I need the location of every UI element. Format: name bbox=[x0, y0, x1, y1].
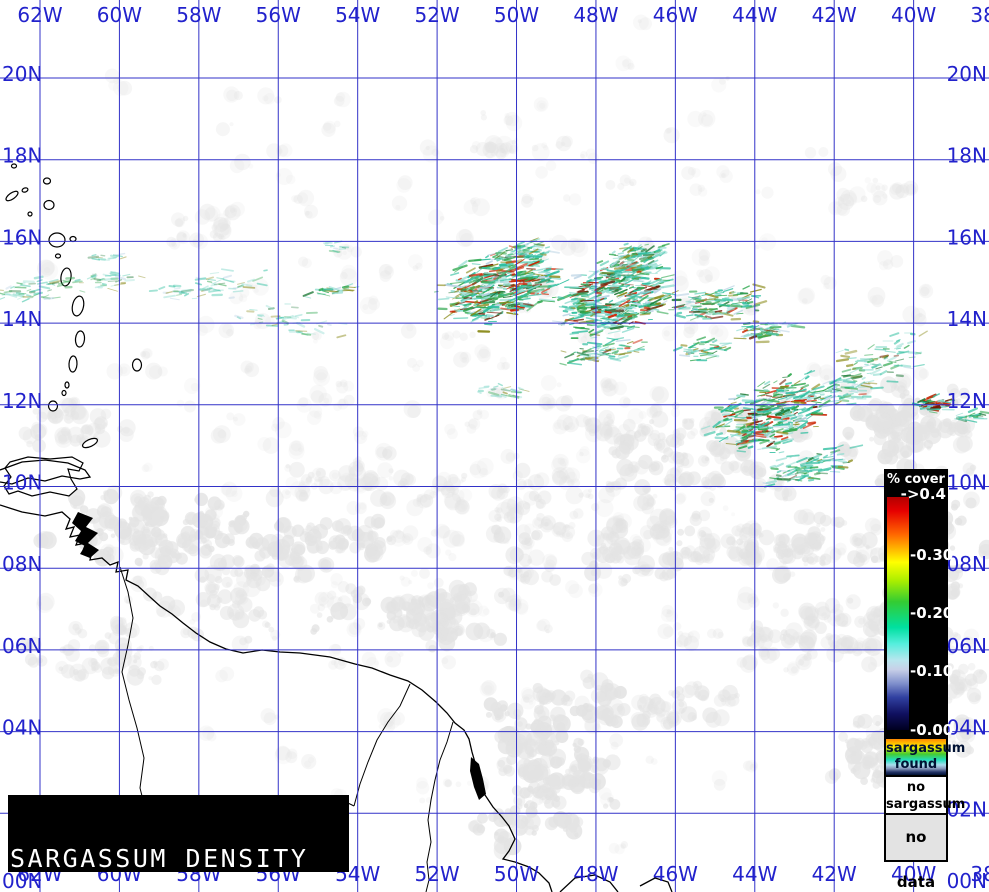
lon-label: 52W bbox=[414, 862, 459, 886]
found-label-line2: found bbox=[894, 757, 938, 772]
lat-label: 16N bbox=[2, 225, 42, 249]
lat-label: 10N bbox=[2, 471, 42, 495]
lat-label: 20N bbox=[947, 62, 987, 86]
lon-label: 58W bbox=[176, 3, 221, 27]
lat-label: 06N bbox=[947, 634, 987, 658]
legend-title: % cover bbox=[887, 472, 945, 487]
lat-label: 18N bbox=[947, 144, 987, 168]
lat-label: 14N bbox=[947, 307, 987, 331]
lat-label: 04N bbox=[947, 716, 987, 740]
lat-label: 10N bbox=[947, 471, 987, 495]
lon-label: 50W bbox=[494, 3, 539, 27]
lon-label: 42W bbox=[812, 3, 857, 27]
map-title-box: SARGASSUM DENSITY ©USF ©SAILGRIB VALID: … bbox=[8, 795, 349, 872]
no-sargassum-line1: no bbox=[906, 780, 926, 795]
no-sargassum-line2: sargassum bbox=[886, 797, 966, 812]
lon-label: 44W bbox=[732, 862, 777, 886]
sargassum-layer bbox=[0, 237, 989, 488]
legend: % cover ->0.4 -0.30 -0.20 -0.10 -0.00 sa… bbox=[884, 469, 966, 891]
lon-label: 52W bbox=[414, 3, 459, 27]
legend-no-sargassum: no sargassum bbox=[884, 775, 966, 815]
lon-label: 48W bbox=[573, 862, 618, 886]
lon-label: 38W bbox=[970, 3, 989, 27]
colorbar-panel: % cover ->0.4 -0.30 -0.20 -0.10 -0.00 bbox=[884, 469, 953, 739]
colorbar-tick: -0.20 bbox=[910, 604, 954, 622]
lat-label: 14N bbox=[2, 307, 42, 331]
lat-label: 08N bbox=[2, 552, 42, 576]
lat-label: 18N bbox=[2, 144, 42, 168]
lon-label: 46W bbox=[653, 862, 698, 886]
legend-max-label: ->0.4 bbox=[900, 485, 946, 503]
lat-label: 12N bbox=[2, 389, 42, 413]
grid-labels-layer: 62W62W60W60W58W58W56W56W54W54W52W52W50W5… bbox=[2, 3, 989, 892]
colorbar-gradient bbox=[887, 497, 909, 730]
lat-label: 00N bbox=[2, 869, 42, 892]
lon-label: 56W bbox=[256, 3, 301, 27]
cloud-layer bbox=[18, 14, 989, 860]
colorbar-tick: -0.30 bbox=[910, 546, 954, 564]
lon-label: 54W bbox=[335, 3, 380, 27]
lon-label: 44W bbox=[732, 3, 777, 27]
colorbar-tick: -0.00 bbox=[910, 721, 954, 739]
lon-label: 40W bbox=[891, 3, 936, 27]
lat-label: 06N bbox=[2, 634, 42, 658]
lon-label: 62W bbox=[17, 3, 62, 27]
legend-sargassum-found: sargassum found bbox=[884, 737, 966, 777]
lat-label: 02N bbox=[947, 797, 987, 821]
lat-label: 04N bbox=[2, 716, 42, 740]
lon-label: 60W bbox=[97, 3, 142, 27]
lat-label: 20N bbox=[2, 62, 42, 86]
lon-label: 42W bbox=[812, 862, 857, 886]
lat-label: 12N bbox=[947, 389, 987, 413]
map-title: SARGASSUM DENSITY bbox=[10, 844, 309, 874]
lat-label: 00N bbox=[947, 869, 987, 892]
colorbar-tick: -0.10 bbox=[910, 662, 954, 680]
lon-label: 48W bbox=[573, 3, 618, 27]
lat-label: 16N bbox=[947, 225, 987, 249]
lon-label: 38W bbox=[970, 862, 989, 886]
lon-label: 46W bbox=[653, 3, 698, 27]
found-label-line1: sargassum bbox=[886, 741, 966, 756]
lon-label: 50W bbox=[494, 862, 539, 886]
lon-label: 40W bbox=[891, 862, 936, 886]
lat-label: 08N bbox=[947, 552, 987, 576]
legend-no-data: no data bbox=[884, 813, 948, 891]
